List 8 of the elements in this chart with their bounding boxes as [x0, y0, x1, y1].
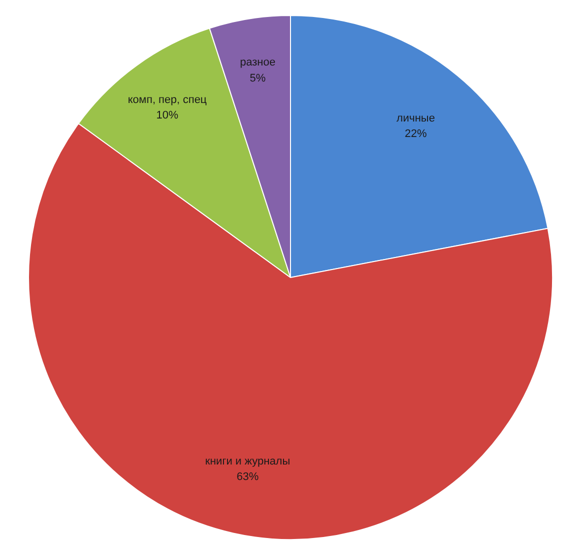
slice-label: книги и журналы	[205, 455, 290, 468]
data-label: 22%	[404, 128, 427, 140]
data-label: 10%	[156, 110, 179, 122]
data-label: 63%	[236, 471, 259, 484]
slice-label: личные	[396, 112, 435, 124]
slice-label: комп, пер, спец	[128, 94, 208, 106]
data-label: 5%	[250, 72, 266, 84]
slice-label: разное	[240, 56, 276, 69]
